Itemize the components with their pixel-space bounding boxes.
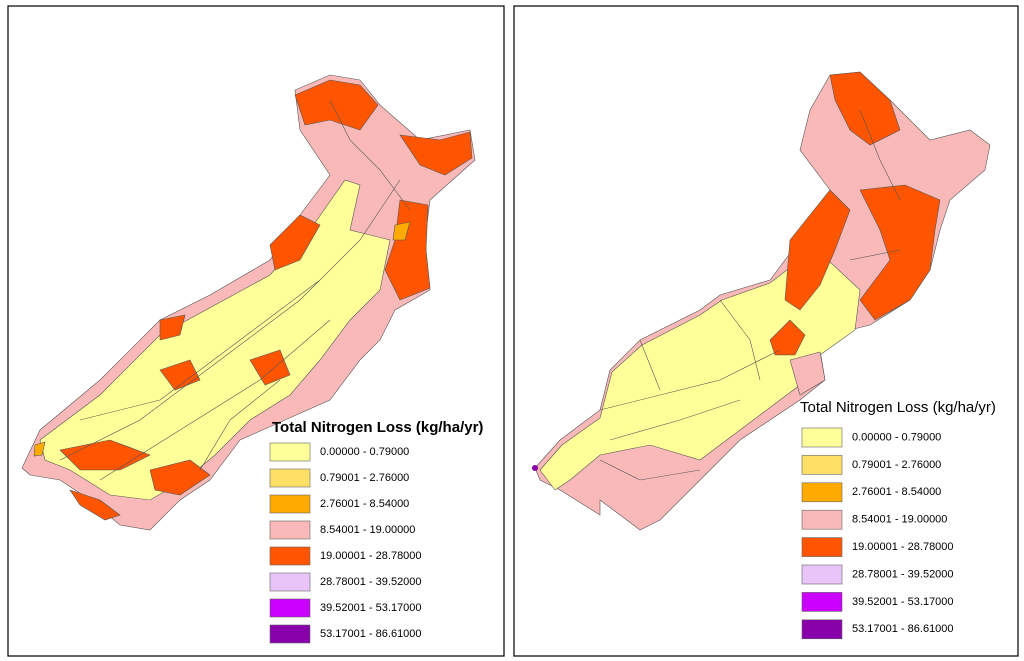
legend-label: 53.17001 - 86.61000 <box>852 623 954 635</box>
legend-title: Total Nitrogen Loss (kg/ha/yr) <box>800 399 996 416</box>
legend-swatch <box>269 572 311 592</box>
legend-swatch <box>269 520 311 540</box>
watershed-map-coarse <box>532 71 991 531</box>
legend-label: 53.17001 - 86.61000 <box>320 628 422 640</box>
legend-swatch <box>801 537 843 557</box>
legend-label: 0.00000 - 0.79000 <box>852 431 941 443</box>
legend-swatch <box>801 592 843 612</box>
legend-label: 0.79001 - 2.76000 <box>852 459 941 471</box>
legend-label: 39.52001 - 53.17000 <box>320 602 422 614</box>
legend-swatch <box>801 564 843 585</box>
watershed-map-detailed <box>21 74 476 531</box>
legend-swatch <box>801 482 843 503</box>
legend-label: 8.54001 - 19.00000 <box>852 514 947 526</box>
legend-title: Total Nitrogen Loss (kg/ha/yr) <box>272 419 483 436</box>
legend-label: 0.79001 - 2.76000 <box>320 472 409 484</box>
legend-swatch <box>269 468 311 488</box>
legend-label: 19.00001 - 28.78000 <box>852 541 954 553</box>
legend: Total Nitrogen Loss (kg/ha/yr) 0.00000 - … <box>269 419 483 644</box>
legend-label: 28.78001 - 39.52000 <box>320 576 422 588</box>
legend-swatch <box>801 455 843 475</box>
legend-label: 8.54001 - 19.00000 <box>320 524 415 536</box>
legend-swatch <box>269 624 311 644</box>
legend-swatch <box>269 546 311 566</box>
legend-swatch <box>269 598 311 618</box>
legend-label: 2.76001 - 8.54000 <box>852 486 941 498</box>
legend-label: 39.52001 - 53.17000 <box>852 596 954 608</box>
legend-label: 28.78001 - 39.52000 <box>852 568 954 580</box>
legend-swatch <box>269 442 311 462</box>
legend-label: 19.00001 - 28.78000 <box>320 550 422 562</box>
legend-swatch <box>269 494 311 514</box>
legend-label: 2.76001 - 8.54000 <box>320 498 409 510</box>
legend: Total Nitrogen Loss (kg/ha/yr) 0.00000 - … <box>800 399 996 640</box>
legend-swatch <box>801 427 843 448</box>
legend-swatch <box>801 509 843 530</box>
legend-label: 0.00000 - 0.79000 <box>320 446 409 458</box>
legend-swatch <box>801 619 843 640</box>
